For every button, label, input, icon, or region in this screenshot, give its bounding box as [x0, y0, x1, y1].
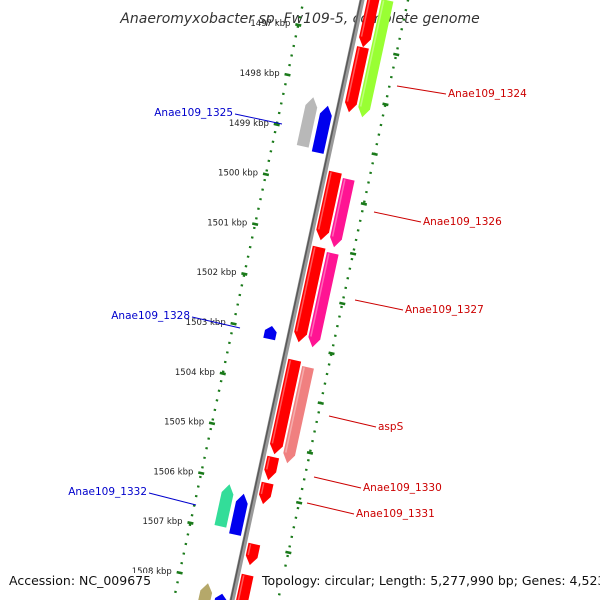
tick-mark-right [393, 52, 400, 57]
cds-arrow [245, 542, 261, 566]
tick-label: 1501 kbp [207, 218, 247, 228]
leader-line [328, 415, 377, 428]
tick-label: 1500 kbp [218, 169, 258, 179]
tick-label: 1503 kbp [186, 318, 226, 328]
cds-arrow [359, 0, 380, 48]
tick-mark-right [339, 301, 346, 306]
tick-label: 1504 kbp [175, 368, 215, 378]
leader-line [234, 113, 283, 125]
topology-text: Topology: circular; Length: 5,277,990 bp… [262, 573, 600, 588]
gene-arrow-anae109-1326 [330, 178, 355, 248]
gene-label-asps: aspS [378, 421, 404, 433]
cds-arrow [270, 358, 302, 455]
tick-mark [273, 122, 280, 127]
gene-arrow-anae109-1332 [229, 493, 248, 536]
accession-text: Accession: NC_009675 [9, 573, 152, 588]
backbone-shadow [230, 0, 362, 600]
tick-mark [230, 321, 237, 326]
cds-arrow [316, 170, 342, 241]
tick-mark-right [382, 102, 389, 107]
tick-mark-right [371, 152, 378, 157]
gene-arrow-anae109-1324 [358, 0, 394, 118]
cds-arrow [294, 245, 326, 343]
tick-mark [284, 72, 291, 77]
backbone-layer [229, 0, 365, 600]
cds-arrow [259, 481, 274, 505]
gene-arrow-olive [198, 583, 213, 600]
tick-mark [251, 222, 259, 227]
gene-label-anae109-1327: Anae109_1327 [405, 304, 484, 316]
gene-label-anae109-1330: Anae109_1330 [363, 482, 442, 494]
tick-mark-right [285, 550, 292, 555]
leader-line [354, 299, 404, 311]
gene-arrow-grey [296, 97, 318, 148]
gene-label-anae109-1328: Anae109_1328 [111, 310, 190, 322]
tick-label: 1507 kbp [143, 517, 183, 527]
backbone-line [229, 0, 365, 600]
tick-mark [219, 371, 226, 376]
leader-line [306, 502, 355, 515]
tick-mark-right [328, 351, 335, 356]
gene-arrow-anae109-1325 [311, 105, 332, 154]
leader-line [148, 492, 197, 506]
leader-line [313, 476, 362, 489]
tick-label: 1499 kbp [229, 119, 269, 129]
leader-line [373, 211, 422, 223]
gene-label-anae109-1332: Anae109_1332 [68, 486, 147, 498]
cds-arrow [264, 455, 280, 481]
gene-label-anae109-1331: Anae109_1331 [356, 508, 435, 520]
labels-layer: Anae109_1324 Anae109_1325 Anae109_1326 Anae… [68, 85, 527, 520]
leader-line [191, 316, 241, 329]
tick-mark [176, 570, 183, 575]
gene-arrow-asps [283, 366, 314, 464]
gene-label-anae109-1326: Anae109_1326 [423, 216, 502, 228]
tick-mark-right [306, 451, 314, 455]
tick-label: 1505 kbp [164, 418, 204, 428]
tick-mark-right [360, 202, 368, 206]
tick-mark [197, 471, 205, 476]
gene-label-anae109-1325: Anae109_1325 [154, 107, 233, 119]
gene-arrow-blue-bottom [214, 593, 227, 600]
tick-label: 1497 kbp [250, 19, 290, 29]
gene-arrow-anae109-1327 [308, 252, 339, 348]
tick-mark-right [317, 401, 324, 406]
gene-arrow-anae109-1328 [263, 326, 277, 341]
gene-arrow-green [214, 484, 234, 528]
tick-label: 1506 kbp [153, 467, 193, 477]
leader-line [396, 85, 447, 95]
ticks-layer: 1497 kbp 1498 kbp 1499 kbp 1500 kbp 1501 kbp… [132, 0, 410, 600]
tick-mark [262, 172, 270, 177]
tick-mark [295, 23, 302, 27]
cds-arrow [236, 573, 254, 600]
tick-mark [187, 521, 194, 525]
tick-mark-right [295, 500, 303, 505]
tick-label: 1508 kbp [132, 567, 172, 577]
tick-label: 1498 kbp [240, 69, 280, 79]
cds-arrow [345, 46, 369, 113]
gene-label-anae109-1324: Anae109_1324 [448, 88, 527, 100]
tick-mark-right [349, 251, 357, 256]
tick-mark [241, 272, 248, 276]
tick-label: 1502 kbp [196, 268, 236, 278]
features-layer [198, 0, 394, 600]
tick-mark [208, 421, 216, 426]
